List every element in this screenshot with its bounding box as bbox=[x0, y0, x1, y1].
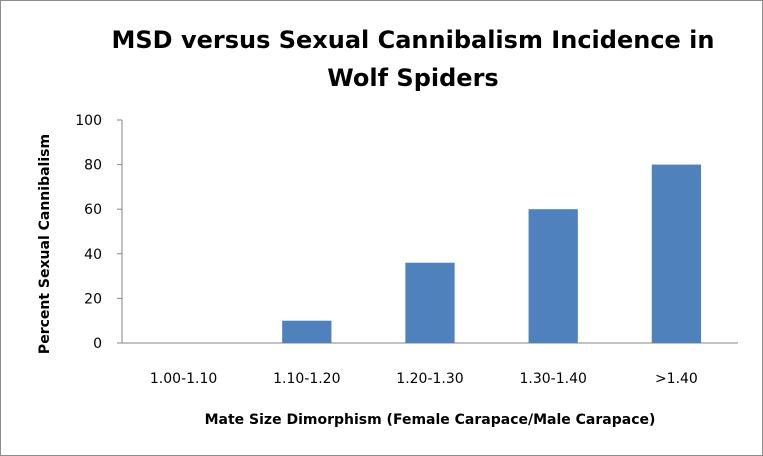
x-tick-label: 1.20-1.30 bbox=[396, 371, 463, 387]
bar bbox=[528, 209, 578, 343]
y-tick-label: 60 bbox=[84, 202, 102, 218]
x-axis: 1.00-1.10 1.10-1.20 1.20-1.30 1.30-1.40 >1.4… bbox=[122, 342, 738, 387]
y-tick-label: 80 bbox=[84, 158, 102, 174]
x-axis-title: Mate Size Dimorphism (Female Carapace/Ma… bbox=[205, 412, 656, 428]
y-tick-label: 0 bbox=[93, 336, 102, 352]
y-axis-title: Percent Sexual Cannibalism bbox=[37, 134, 53, 354]
chart-title-line-2: Wolf Spiders bbox=[327, 64, 498, 92]
bar bbox=[282, 320, 332, 343]
bar bbox=[651, 164, 702, 343]
chart-title-line-1: MSD versus Sexual Cannibalism Incidence … bbox=[112, 26, 715, 54]
x-tick-label: 1.00-1.10 bbox=[150, 371, 217, 387]
x-tick-label: >1.40 bbox=[655, 371, 698, 387]
y-tick-label: 20 bbox=[84, 291, 102, 307]
x-tick-label: 1.30-1.40 bbox=[519, 371, 586, 387]
bars bbox=[282, 164, 702, 343]
y-axis: 0 20 40 60 80 100 bbox=[75, 113, 123, 352]
y-tick-label: 40 bbox=[84, 247, 102, 263]
x-tick-label: 1.10-1.20 bbox=[273, 371, 340, 387]
y-tick-label: 100 bbox=[75, 113, 102, 129]
bar bbox=[405, 262, 455, 343]
